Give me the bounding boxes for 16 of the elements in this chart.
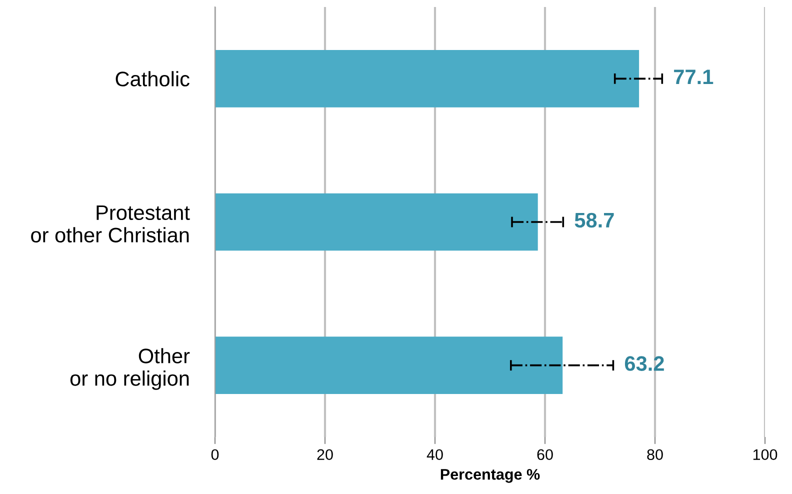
data-label: 77.1 [674,70,714,84]
x-tick-label: 0 [211,449,219,460]
data-label: 58.7 [574,212,614,228]
bar [215,193,538,251]
x-axis-title: Percentage % [440,468,540,483]
x-tick-label: 20 [317,449,333,460]
y-tick-label: Protestant or other Christian [31,206,190,242]
data-label: 63.2 [624,356,664,371]
x-tick-label: 40 [426,449,443,460]
bar [215,336,563,394]
x-tick-label: 100 [753,449,778,460]
x-tick-label: 80 [647,449,663,460]
bar [215,50,640,108]
y-tick-label: Other or no religion [70,348,190,390]
x-tick-label: 60 [537,449,553,460]
y-tick-label: Catholic [116,71,190,86]
